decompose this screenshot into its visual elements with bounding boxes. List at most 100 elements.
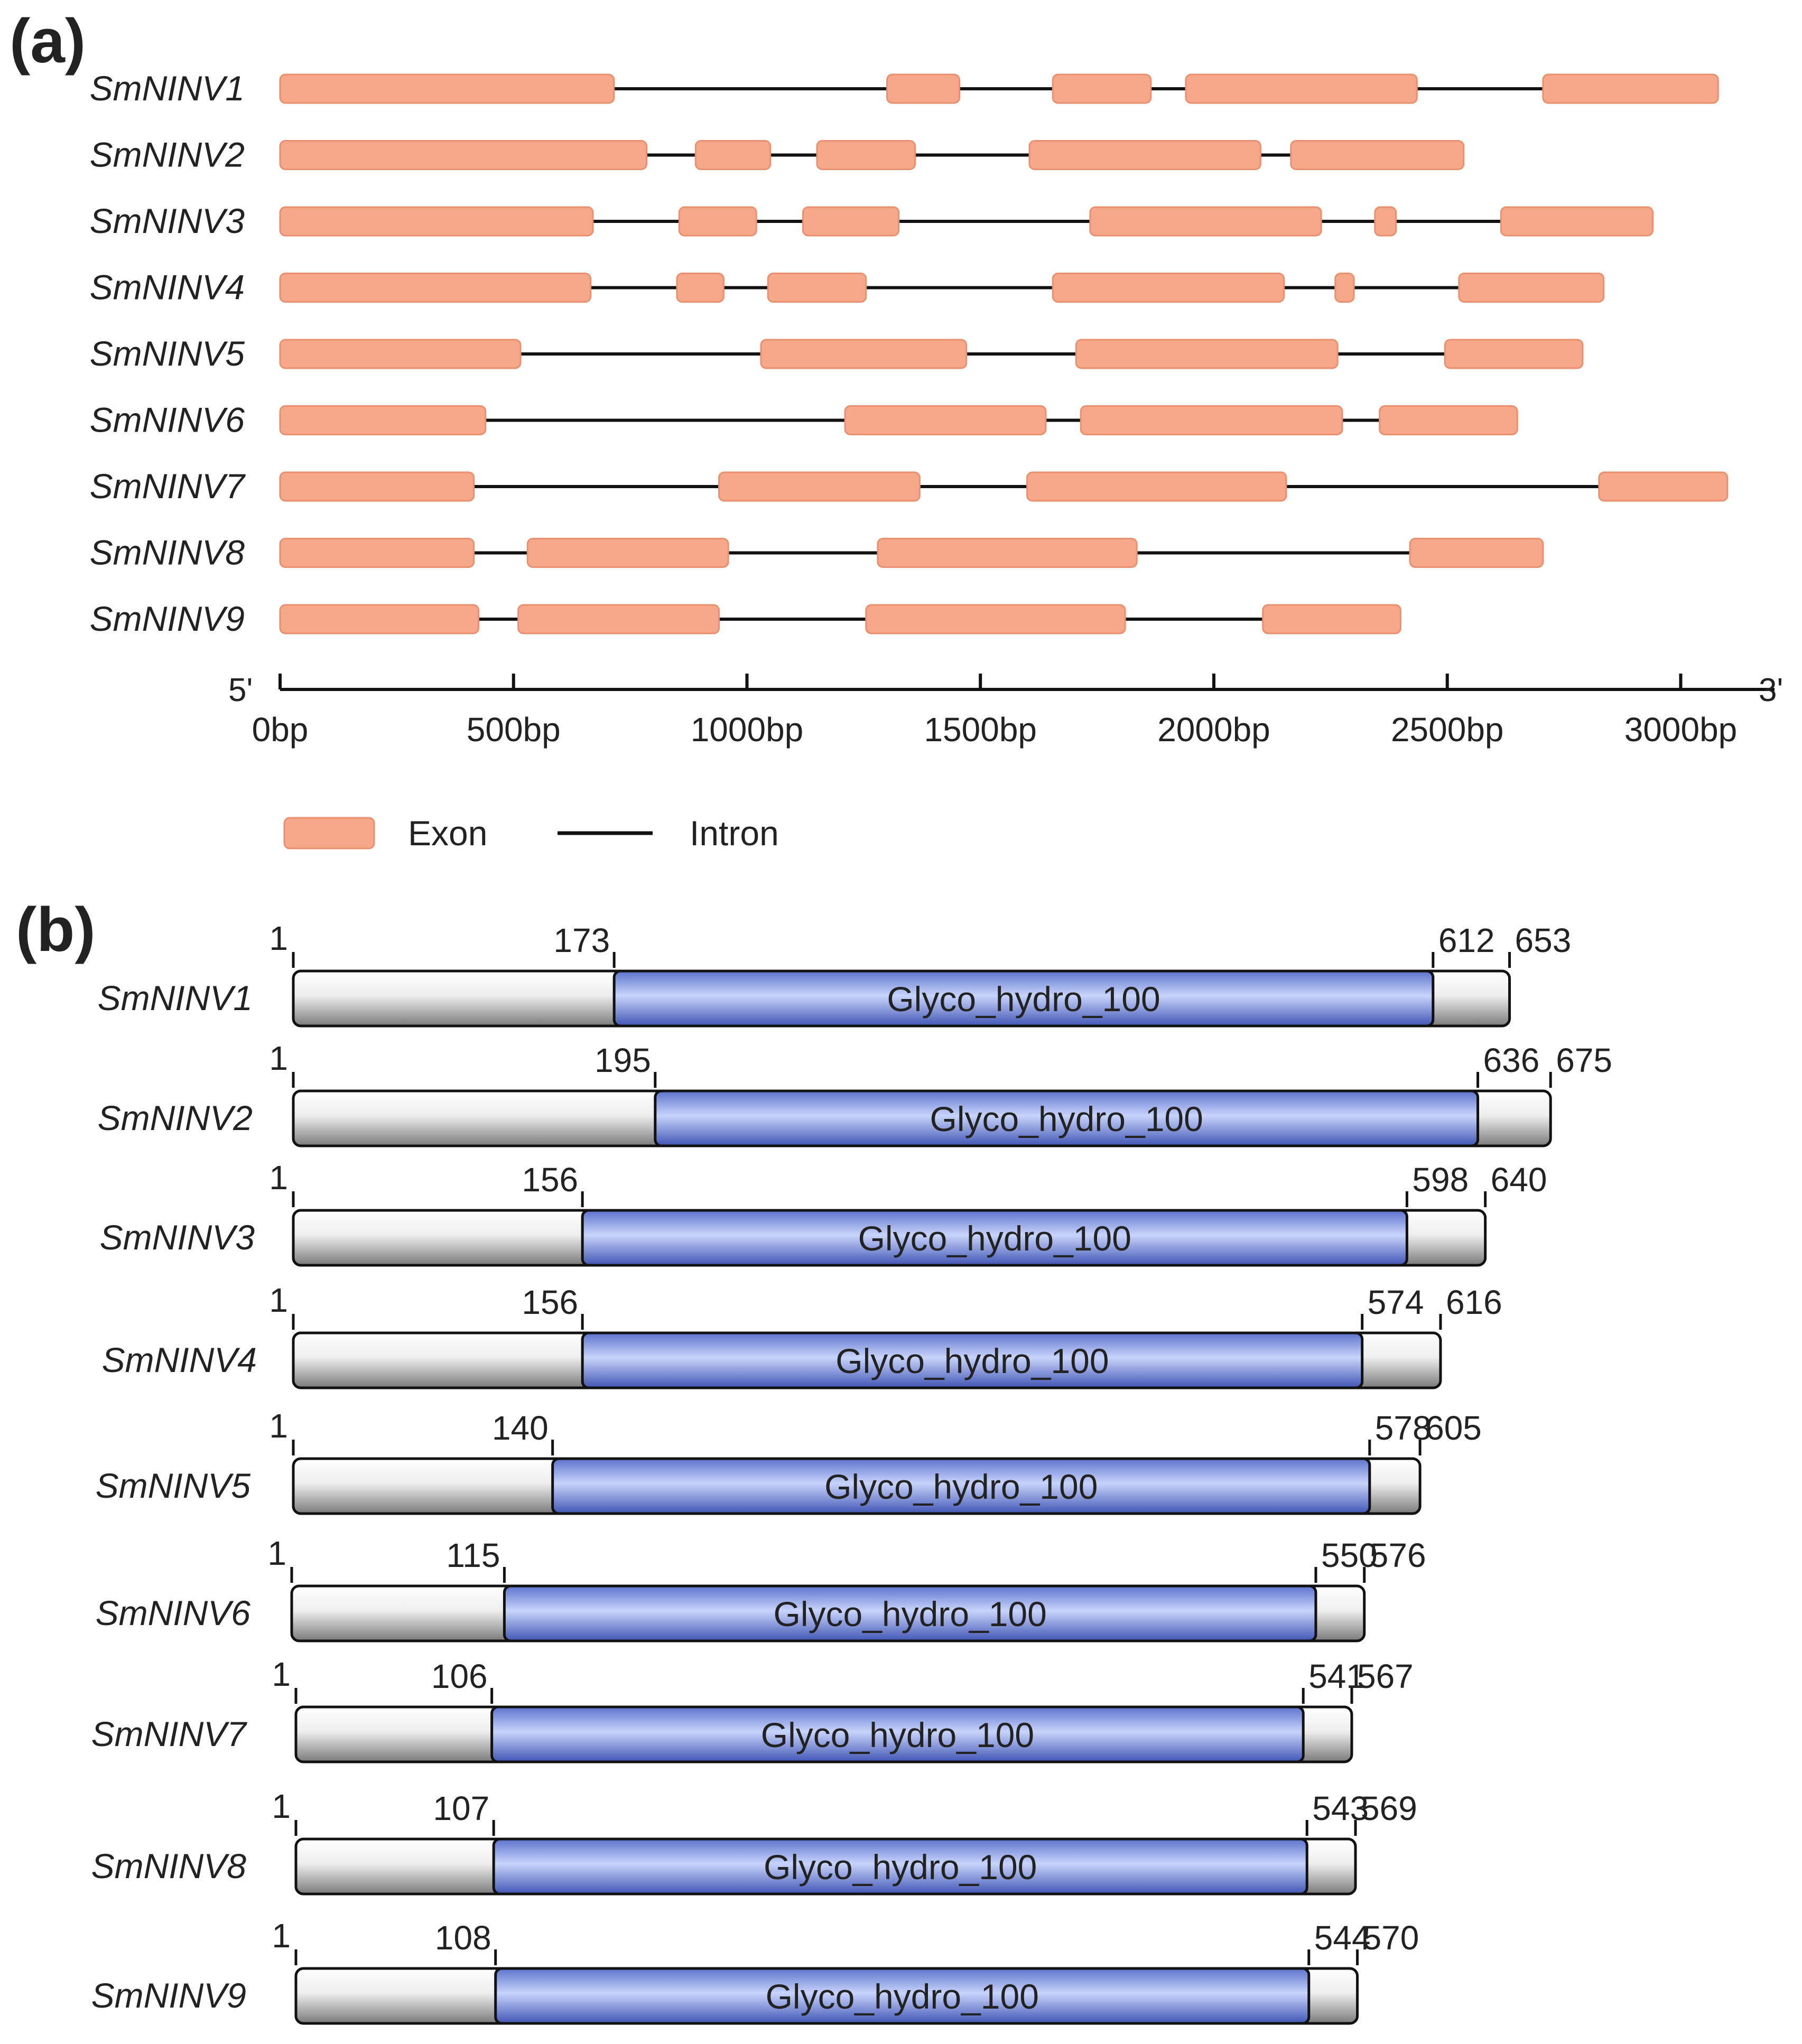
exon-box xyxy=(865,604,1126,634)
position-label: 616 xyxy=(1446,1283,1502,1321)
exon-box xyxy=(1185,73,1418,104)
position-label: 1 xyxy=(272,1787,291,1825)
position-label: 1 xyxy=(269,1281,288,1319)
domain-label: Glyco_hydro_100 xyxy=(858,1219,1131,1258)
position-label: 1 xyxy=(269,1407,288,1445)
exon-box xyxy=(526,538,729,568)
protein-name: SmNINV8 xyxy=(91,1846,247,1886)
gene-name: SmNINV9 xyxy=(90,599,245,638)
exon-box xyxy=(1374,206,1397,237)
position-label: 543 xyxy=(1312,1789,1369,1827)
protein-name: SmNINV4 xyxy=(102,1340,257,1379)
domain-label: Glyco_hydro_100 xyxy=(761,1715,1034,1754)
gene-row-smninv9: SmNINV9 xyxy=(90,599,1401,638)
position-label: 1 xyxy=(272,1917,291,1955)
gene-row-smninv2: SmNINV2 xyxy=(90,135,1465,174)
exon-box xyxy=(1379,405,1518,435)
exon-box xyxy=(1542,73,1719,104)
position-label: 567 xyxy=(1357,1657,1414,1695)
position-label: 173 xyxy=(553,921,610,959)
exon-box xyxy=(816,140,916,170)
domain-label: Glyco_hydro_100 xyxy=(774,1594,1047,1634)
gene-name: SmNINV1 xyxy=(90,69,245,108)
position-label: 1 xyxy=(269,919,288,957)
exon-box xyxy=(678,206,757,237)
gene-row-smninv8: SmNINV8 xyxy=(90,533,1544,572)
exon-box xyxy=(1409,538,1544,568)
gene-structure-panel: SmNINV1 SmNINV2 SmNINV3 SmNINV4 SmNINV5 SmNIN… xyxy=(90,69,1784,853)
domain-label: Glyco_hydro_100 xyxy=(835,1341,1109,1380)
position-label: 541 xyxy=(1308,1657,1365,1695)
exon-box xyxy=(1080,405,1343,435)
axis-tick-label: 2000bp xyxy=(1157,711,1270,749)
position-label: 1 xyxy=(269,1039,288,1077)
domain-bar xyxy=(490,1705,1305,1763)
exon-box xyxy=(279,604,479,634)
gene-row-smninv5: SmNINV5 xyxy=(90,334,1584,373)
position-label: 108 xyxy=(435,1919,491,1957)
exon-box xyxy=(767,273,867,303)
bp-axis: 0bp 500bp 1000bp 1500bp 2000bp 2500bp 3000bp 5'… xyxy=(228,672,1783,749)
protein-name: SmNINV9 xyxy=(91,1976,246,2015)
domain-bar xyxy=(654,1089,1480,1147)
exon-box xyxy=(877,538,1138,568)
axis-tick-label: 1500bp xyxy=(924,711,1037,749)
exon-box xyxy=(1075,339,1339,369)
domain-label: Glyco_hydro_100 xyxy=(766,1977,1039,2016)
position-label: 605 xyxy=(1425,1409,1482,1447)
exon-box xyxy=(1089,206,1322,237)
panel-b-label: (b) xyxy=(16,895,96,965)
position-label: 1 xyxy=(267,1534,286,1572)
gene-name: SmNINV5 xyxy=(90,334,245,373)
domain-label: Glyco_hydro_100 xyxy=(764,1847,1037,1887)
domain-bar xyxy=(612,969,1435,1028)
exon-box xyxy=(279,73,615,104)
gene-name: SmNINV7 xyxy=(90,466,246,506)
position-label: 156 xyxy=(522,1161,578,1199)
legend-intron-label: Intron xyxy=(690,814,779,853)
gene-name: SmNINV6 xyxy=(90,400,245,440)
exon-box xyxy=(1262,604,1401,634)
position-label: 106 xyxy=(431,1657,488,1695)
exon-box xyxy=(760,339,968,369)
exon-box xyxy=(1028,140,1261,170)
protein-name: SmNINV3 xyxy=(100,1218,255,1257)
position-label: 598 xyxy=(1412,1161,1469,1199)
gene-name: SmNINV2 xyxy=(90,135,245,174)
exon-box xyxy=(279,471,475,502)
five-prime-label: 5' xyxy=(228,672,253,708)
position-label: 636 xyxy=(1483,1041,1540,1079)
exon-box xyxy=(676,273,724,303)
domain-bar xyxy=(503,1584,1317,1642)
gene-row-smninv6: SmNINV6 xyxy=(90,400,1518,440)
axis-tick-label: 3000bp xyxy=(1624,711,1738,749)
position-label: 675 xyxy=(1556,1041,1612,1079)
panel-a-label: (a) xyxy=(10,6,86,76)
exon-box xyxy=(886,73,960,104)
exon-box xyxy=(279,140,648,170)
domain-bar xyxy=(581,1209,1408,1267)
position-label: 578 xyxy=(1375,1409,1432,1447)
domain-bar xyxy=(492,1837,1308,1896)
exon-box xyxy=(1444,339,1584,369)
exon-box xyxy=(1334,273,1355,303)
exon-box xyxy=(694,140,772,170)
protein-row-smninv1: SmNINV1 Glyco_hydro_100 1 173 612 653 xyxy=(98,919,1571,1028)
exon-box xyxy=(1500,206,1654,237)
protein-row-smninv2: SmNINV2 Glyco_hydro_100 1 195 636 675 xyxy=(98,1039,1612,1147)
three-prime-label: 3' xyxy=(1759,672,1783,708)
domain-label: Glyco_hydro_100 xyxy=(824,1467,1098,1506)
position-label: 107 xyxy=(433,1789,489,1827)
position-label: 640 xyxy=(1491,1161,1547,1199)
protein-name: SmNINV5 xyxy=(96,1466,251,1505)
position-label: 140 xyxy=(492,1409,549,1447)
exon-box xyxy=(844,405,1047,435)
exon-box xyxy=(718,471,921,502)
gene-name: SmNINV3 xyxy=(90,201,245,240)
position-label: 156 xyxy=(522,1283,578,1321)
